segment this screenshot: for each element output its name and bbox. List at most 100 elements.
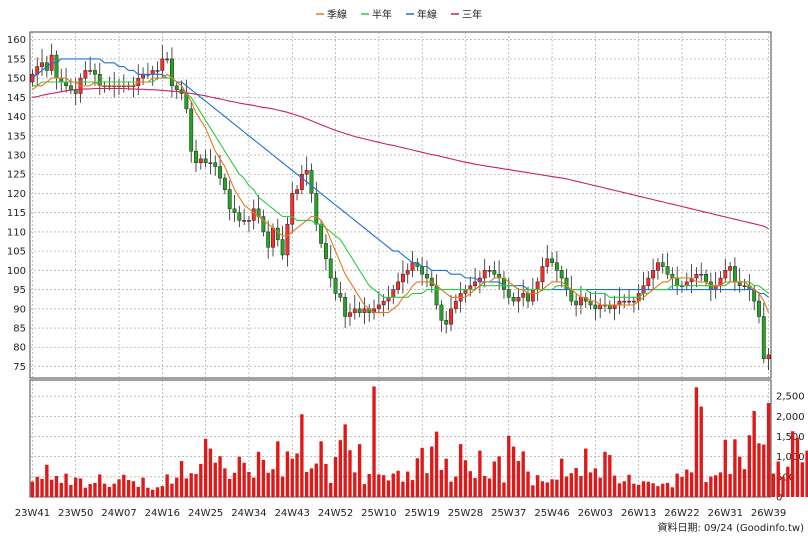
- candle-body: [675, 277, 680, 286]
- volume-bar: [555, 479, 559, 497]
- candle-body: [761, 316, 766, 360]
- x-tick-label: 25W46: [534, 508, 569, 519]
- candle-body: [30, 74, 35, 83]
- volume-bar: [661, 483, 665, 497]
- price-y-tick-label: 150: [7, 74, 26, 85]
- volume-bar: [242, 462, 246, 497]
- volume-bar: [545, 482, 549, 497]
- candle-body: [155, 70, 160, 72]
- volume-bar: [126, 480, 131, 497]
- candle-body: [227, 189, 232, 210]
- volume-bar: [665, 482, 670, 497]
- candle-body: [246, 220, 251, 222]
- volume-bar: [194, 474, 198, 497]
- volume-bar: [377, 474, 381, 497]
- volume-bar: [290, 458, 294, 497]
- volume-bar: [569, 473, 573, 497]
- candle-body: [141, 74, 146, 79]
- ma-half-line: [32, 77, 769, 298]
- price-y-tick-label: 140: [7, 112, 26, 123]
- price-y-tick-label: 155: [7, 54, 26, 65]
- price-y-tick-label: 75: [13, 362, 26, 373]
- volume-bar: [170, 483, 174, 497]
- candle-body: [309, 170, 314, 194]
- volume-bar: [295, 453, 299, 497]
- candle-body: [352, 308, 357, 313]
- volume-bar: [574, 467, 578, 497]
- candle-body: [150, 70, 155, 75]
- price-y-tick-label: 145: [7, 93, 26, 104]
- volume-bar: [766, 402, 771, 497]
- volume-bar: [122, 474, 126, 497]
- volume-bar: [54, 476, 59, 497]
- x-tick-label: 25W37: [491, 508, 526, 519]
- volume-bar: [381, 475, 386, 497]
- candle-body: [559, 270, 564, 279]
- volume-bar: [304, 471, 309, 497]
- volume-bar: [45, 464, 49, 497]
- volume-bar: [98, 474, 102, 497]
- volume-bar: [112, 483, 116, 497]
- candle-body: [396, 281, 401, 290]
- volume-bar: [617, 483, 622, 497]
- volume-bar: [271, 469, 275, 497]
- candle-body: [314, 193, 319, 225]
- candle-body: [338, 293, 343, 298]
- x-tick-label: 24W07: [101, 508, 136, 519]
- volume-bar: [526, 471, 530, 497]
- x-tick-label: 23W41: [15, 508, 50, 519]
- price-y-tick-label: 135: [7, 131, 26, 142]
- candle-body: [40, 62, 44, 67]
- candle-body: [174, 85, 179, 90]
- volume-bar: [247, 471, 251, 497]
- x-tick-label: 25W19: [404, 508, 439, 519]
- volume-bar: [309, 468, 314, 497]
- volume-bar: [415, 458, 420, 497]
- legend-item-1: 半年: [372, 8, 392, 21]
- volume-bar: [175, 477, 179, 497]
- volume-bar: [685, 469, 689, 497]
- volume-bar: [670, 487, 675, 497]
- candle-body: [295, 189, 299, 194]
- volume-bar: [252, 477, 256, 497]
- volume-bar: [458, 444, 463, 497]
- candle-body: [376, 304, 381, 310]
- volume-bar: [728, 474, 732, 497]
- volume-bar: [564, 476, 569, 497]
- volume-bar: [314, 463, 318, 497]
- candle-body: [400, 273, 405, 283]
- candle-body: [410, 262, 415, 271]
- candle-body: [280, 239, 285, 256]
- candle-body: [453, 300, 458, 310]
- ma-year-line: [32, 58, 769, 298]
- volume-bar: [223, 468, 227, 497]
- price-y-tick-label: 110: [7, 227, 26, 238]
- candle-body: [752, 289, 757, 302]
- volume-bar: [636, 484, 641, 497]
- candle-body: [362, 308, 367, 313]
- volume-bar: [324, 463, 328, 497]
- candle-body: [93, 70, 97, 75]
- volume-bar: [155, 487, 160, 497]
- volume-bar: [165, 474, 169, 497]
- volume-bar: [704, 482, 708, 497]
- candle-body: [275, 227, 280, 240]
- volume-bar: [483, 476, 487, 497]
- candle-body: [439, 304, 444, 321]
- volume-bar: [531, 485, 535, 497]
- candle-body: [213, 162, 218, 167]
- volume-bar: [391, 473, 395, 497]
- candle-body: [88, 70, 93, 72]
- volume-bar: [151, 489, 155, 497]
- candle-body: [535, 281, 540, 290]
- candle-body: [545, 258, 550, 267]
- candle-body: [405, 270, 410, 275]
- x-tick-label: 26W22: [664, 508, 699, 519]
- volume-bar: [444, 458, 448, 497]
- volume-bar: [189, 473, 193, 497]
- volume-bar: [362, 484, 367, 497]
- volume-bar: [69, 484, 73, 497]
- candle-body: [323, 243, 328, 260]
- candle-body: [266, 231, 271, 248]
- price-y-tick-label: 80: [13, 343, 26, 354]
